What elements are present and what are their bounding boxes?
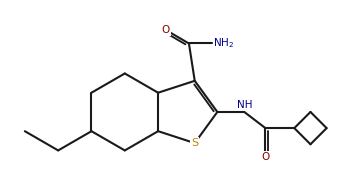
Text: NH$_2$: NH$_2$ [213, 37, 234, 50]
Text: O: O [162, 25, 170, 35]
Text: NH: NH [237, 100, 252, 110]
Text: S: S [191, 138, 198, 148]
Text: O: O [261, 152, 270, 162]
